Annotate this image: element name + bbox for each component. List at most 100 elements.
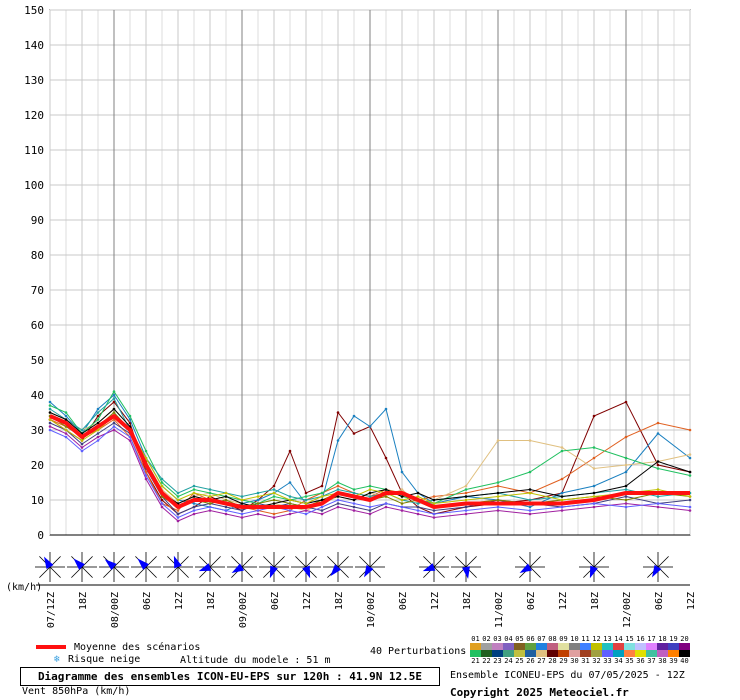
pert-swatch: [569, 643, 580, 650]
perturbation-point: [80, 439, 84, 442]
wind-rose-icon: [323, 552, 353, 582]
mean-line: [49, 414, 690, 509]
perturbation-point: [384, 488, 388, 491]
perturbation-point: [80, 428, 84, 432]
pert-swatch: [591, 643, 602, 650]
perturbation-point: [688, 509, 692, 512]
perturbation-point: [352, 432, 356, 435]
perturbation-point: [688, 498, 692, 502]
pert-number: 40: [680, 657, 689, 665]
perturbation-point: [464, 509, 468, 512]
legend-mean-label: Moyenne des scénarios: [74, 642, 201, 653]
perturbation-point: [208, 509, 212, 512]
perturbation-point: [48, 411, 52, 414]
perturbation-point: [48, 418, 52, 421]
perturbation-point: [560, 446, 564, 449]
pert-swatches-bottom: [470, 650, 690, 657]
perturbation-point: [624, 435, 628, 439]
pert-number: 07: [537, 635, 546, 643]
perturbation-point: [176, 516, 180, 519]
perturbation-point: [384, 495, 388, 498]
perturbation-point: [368, 425, 372, 428]
perturbation-point: [336, 505, 340, 509]
wind-rose-spoke: [369, 556, 381, 568]
perturbation-point: [416, 512, 420, 516]
snowflake-icon: ❄: [54, 654, 61, 665]
pert-swatch: [503, 650, 514, 657]
perturbation-point: [272, 491, 276, 495]
x-axis-ticks: 07/12Z 18Z 08/00Z 06Z 12Z 18Z 09/00Z 06Z 12Z 18Z 1…: [46, 592, 697, 628]
x-tick-label: 18Z: [78, 592, 89, 610]
diagram-title: Diagramme des ensembles ICON-EU-EPS sur …: [20, 667, 440, 686]
x-tick-label: 18Z: [334, 592, 345, 610]
wind-rose-spoke: [529, 566, 541, 578]
pert-swatch: [525, 643, 536, 650]
wind-direction-arrow: [302, 565, 311, 579]
pert-swatch: [657, 643, 668, 650]
pert-swatch: [547, 650, 558, 657]
perturbation-point: [112, 421, 116, 425]
pert-number: 18: [658, 635, 667, 643]
pert-swatch: [613, 643, 624, 650]
wind-rose-spoke: [593, 556, 605, 568]
perturbation-point: [352, 502, 356, 505]
perturbation-point: [496, 491, 500, 495]
wind-rose-icon: [419, 552, 449, 582]
wind-rose-spoke: [273, 556, 285, 568]
wind-direction-arrow: [104, 559, 117, 571]
perturbation-point: [240, 502, 244, 505]
pert-number: 14: [614, 635, 623, 643]
perturbation-point: [192, 495, 196, 498]
perturbation-point: [96, 407, 100, 411]
pert-numbers-top: 01 02 03 04 05 06 07 08 09 10 11 12 13 14 15 16 17 18 19 20: [470, 635, 690, 643]
perturbation-point: [112, 400, 116, 404]
pert-number: 35: [625, 657, 634, 665]
pert-swatch: [679, 643, 690, 650]
pert-number: 24: [504, 657, 513, 665]
perturbation-point: [416, 495, 420, 498]
perturbation-point: [560, 509, 564, 512]
perturbation-point: [592, 484, 596, 488]
wind-rose-icon: [643, 552, 673, 582]
perturbation-point: [64, 432, 68, 435]
perturbation-point: [352, 414, 356, 418]
perturbation-point: [208, 505, 212, 509]
perturbation-point: [320, 498, 324, 502]
perturbation-point: [496, 495, 500, 498]
perturbation-point: [160, 477, 164, 481]
perturbation-point: [304, 498, 308, 502]
perturbation-point: [560, 498, 564, 502]
wind-rose-spoke: [583, 556, 595, 568]
pert-swatch: [514, 650, 525, 657]
perturbation-point: [592, 456, 596, 460]
pert-number: 03: [493, 635, 502, 643]
perturbation-point: [592, 495, 596, 498]
perturbation-point: [272, 488, 276, 491]
wind-rose-icon: [163, 552, 193, 582]
x-tick-label: 12Z: [302, 592, 313, 610]
perturbation-point: [320, 509, 324, 512]
perturbation-point: [336, 498, 340, 502]
perturbation-point: [112, 390, 116, 393]
perturbation-point: [320, 484, 324, 488]
perturbation-point: [256, 495, 260, 498]
wind-rose-spoke: [263, 556, 275, 568]
legend-mean: Moyenne des scénarios: [36, 642, 200, 653]
perturbation-point: [176, 491, 180, 495]
perturbation-point: [288, 509, 292, 512]
perturbation-point: [656, 488, 660, 491]
pert-swatch: [591, 650, 602, 657]
perturbation-point: [256, 498, 260, 502]
pert-swatch: [481, 643, 492, 650]
perturbation-point: [528, 470, 532, 474]
ensemble-wind-chart: 0 10 20 30 40 50 60 70 80 90 100 110 120 130 140 150 (k…: [6, 4, 697, 628]
ensemble-run: Ensemble ICONEU-EPS du 07/05/2025 - 12Z: [450, 670, 685, 681]
perturbation-point: [384, 502, 388, 505]
perturbation-point: [192, 484, 196, 488]
y-axis-ticks: 0 10 20 30 40 50 60 70 80 90 100 110 120 130 140 150: [24, 4, 44, 542]
pert-number: 39: [669, 657, 678, 665]
pert-swatch: [536, 650, 547, 657]
perturbation-point: [656, 460, 660, 463]
wind-rose-spoke: [647, 556, 659, 568]
perturbation-point: [496, 439, 500, 442]
